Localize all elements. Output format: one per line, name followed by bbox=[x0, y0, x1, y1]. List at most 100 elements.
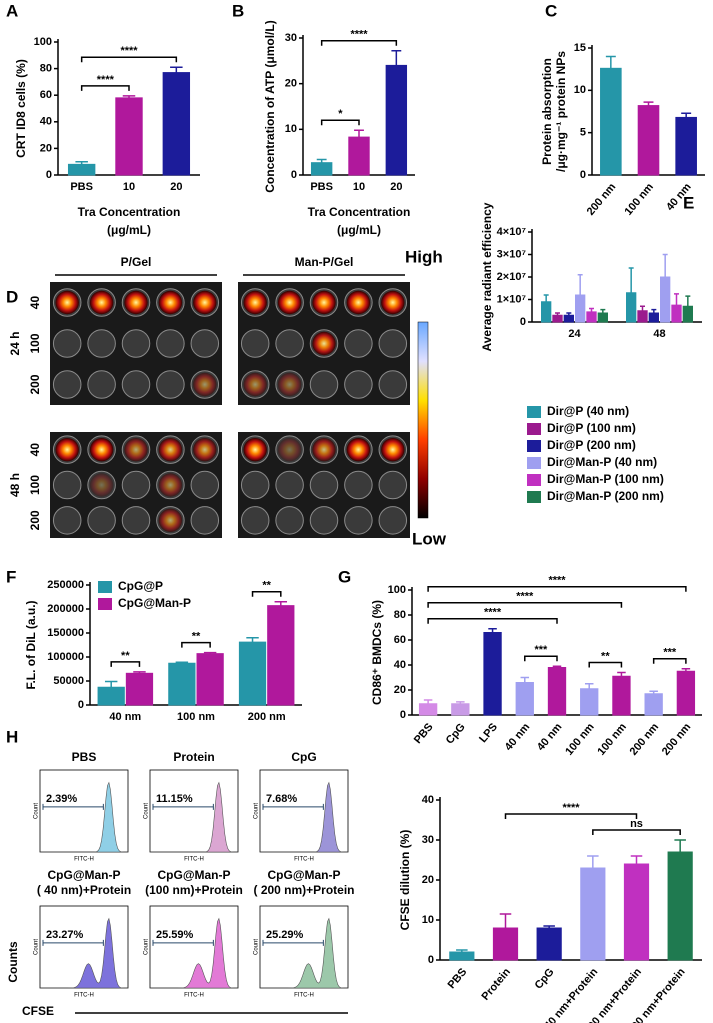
error-bar bbox=[456, 701, 465, 704]
y-tick-label: 0 bbox=[291, 169, 297, 181]
column-header: Man-P/Gel bbox=[295, 255, 354, 269]
error-bar bbox=[587, 855, 599, 868]
y-tick-label: 20 bbox=[422, 874, 434, 886]
bar bbox=[168, 662, 196, 706]
x-tick-label: 20 bbox=[390, 181, 402, 193]
bar bbox=[115, 97, 143, 176]
error-bar bbox=[681, 668, 691, 672]
scale-low: Low bbox=[412, 529, 447, 548]
significance-label: ** bbox=[192, 631, 201, 643]
bar bbox=[675, 116, 697, 176]
bar bbox=[626, 292, 637, 323]
error-bar bbox=[600, 308, 606, 313]
x-tick-label: CpG bbox=[533, 966, 557, 992]
bar bbox=[348, 136, 370, 176]
y-tick-label: 100 bbox=[34, 36, 52, 48]
bar bbox=[676, 670, 696, 716]
error-bar bbox=[246, 637, 259, 643]
significance-label: **** bbox=[350, 29, 368, 41]
bar bbox=[310, 162, 333, 176]
bar bbox=[644, 693, 663, 716]
legend-label: Dir@Man-P (100 nm) bbox=[547, 472, 664, 486]
bar bbox=[623, 863, 650, 961]
y-axis-label: Protein absorption bbox=[540, 58, 554, 165]
axis-caption: Count bbox=[144, 803, 150, 819]
sample-title: CpG@Man-P bbox=[157, 868, 230, 882]
gate bbox=[152, 939, 214, 946]
axis-caption: FITC-H bbox=[184, 857, 204, 863]
legend-label: Dir@P (100 nm) bbox=[547, 421, 636, 435]
bar bbox=[682, 305, 694, 323]
error-bar bbox=[685, 295, 691, 307]
well bbox=[309, 506, 339, 535]
x-tick-label: 200 nm bbox=[660, 721, 694, 758]
well bbox=[378, 506, 408, 535]
y-axis-label: Concentration of ATP (μmol/L) bbox=[263, 20, 277, 192]
x-tick-label: PBS bbox=[412, 721, 436, 746]
significance-label: ** bbox=[121, 650, 130, 662]
significance-bracket bbox=[320, 119, 360, 126]
error-bar bbox=[520, 676, 530, 683]
row-label: 24 h bbox=[8, 331, 22, 355]
x-tick-label: 40 nm bbox=[503, 721, 533, 753]
significance-label: **** bbox=[97, 74, 115, 86]
sample-title: PBS bbox=[72, 750, 97, 764]
well bbox=[190, 329, 220, 358]
well bbox=[121, 470, 151, 500]
axis-caption: Count bbox=[254, 939, 260, 955]
x-axis-label: Tra Concentration bbox=[78, 205, 181, 219]
error-bar bbox=[175, 661, 189, 664]
y-tick-label: 60 bbox=[40, 89, 52, 101]
axis-caption: FITC-H bbox=[74, 993, 94, 999]
significance-bracket bbox=[427, 618, 558, 624]
x-tick-label: 40 nm bbox=[109, 711, 141, 723]
well bbox=[52, 470, 82, 500]
y-tick-label: 0 bbox=[400, 709, 406, 721]
bar bbox=[97, 686, 125, 706]
y-axis-label: /μg·mg⁻¹ protein NPs bbox=[554, 51, 568, 172]
legend-swatch bbox=[527, 423, 541, 435]
gate-percent: 25.59% bbox=[156, 929, 194, 941]
axis-caption: FITC-H bbox=[184, 993, 204, 999]
gate-percent: 7.68% bbox=[266, 793, 297, 805]
y-tick-label: 0 bbox=[520, 316, 526, 328]
x-axis-label: Tra Concentration bbox=[308, 205, 411, 219]
y-tick-label: 150000 bbox=[47, 627, 84, 639]
significance-bracket bbox=[652, 658, 687, 664]
x-tick-label: 200 nm bbox=[628, 721, 662, 758]
gate-percent: 25.29% bbox=[266, 929, 304, 941]
y-tick-label: 30 bbox=[285, 32, 297, 44]
error-bar bbox=[543, 294, 549, 302]
well bbox=[344, 329, 373, 358]
dose-label: 200 bbox=[28, 510, 42, 530]
axis-caption: Count bbox=[254, 803, 260, 819]
bar bbox=[483, 632, 502, 716]
signal bbox=[243, 290, 267, 315]
signal bbox=[158, 508, 183, 533]
sample-title: ( 40 nm)+Protein bbox=[37, 883, 131, 897]
well bbox=[190, 506, 220, 535]
signal bbox=[124, 290, 148, 315]
x-tick-label: LPS bbox=[477, 721, 500, 745]
bar bbox=[515, 682, 534, 716]
significance-bracket bbox=[80, 56, 178, 63]
y-axis-label: CRT ID8 cells (%) bbox=[14, 59, 28, 158]
error-bar bbox=[423, 699, 433, 704]
error-bar bbox=[674, 293, 679, 306]
bar bbox=[580, 867, 606, 961]
axis-caption: FITC-H bbox=[74, 857, 94, 863]
bar bbox=[575, 294, 586, 323]
x-tick-label: 40 nm bbox=[535, 721, 565, 753]
error-bar bbox=[605, 55, 616, 69]
signal bbox=[277, 372, 302, 397]
error-bar bbox=[552, 665, 562, 668]
significance-bracket bbox=[504, 813, 638, 819]
well bbox=[275, 329, 304, 358]
histogram bbox=[40, 917, 129, 989]
signal bbox=[346, 290, 371, 315]
legend-label: Dir@Man-P (200 nm) bbox=[547, 489, 664, 503]
bar bbox=[196, 653, 224, 706]
error-bar bbox=[555, 312, 560, 316]
axis-caption: FITC-H bbox=[294, 857, 314, 863]
significance-label: *** bbox=[663, 647, 677, 659]
